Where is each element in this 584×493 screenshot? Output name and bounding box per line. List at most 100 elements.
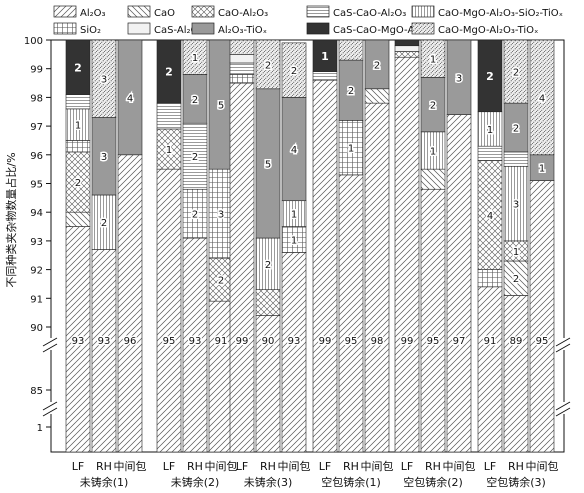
data-label: 1 — [513, 247, 519, 258]
axis-break — [42, 401, 58, 417]
data-label: 2 — [192, 152, 198, 163]
bar: 93 2 3 3 — [91, 39, 117, 453]
bar-segment — [182, 74, 208, 124]
legend-label: CaS-Al₂O₃ — [154, 25, 202, 36]
bars: 93 2 1 2 93 2 3 3 96 4 95 1 2 93 2 2 2 1 91 2 3 5 99 90 2 5 2 93 1 1 4… — [65, 39, 555, 453]
axis-break — [555, 401, 571, 417]
bar-segment — [446, 114, 472, 453]
axis-break-mask — [45, 338, 57, 350]
y-tick-label: 98 — [30, 93, 43, 104]
x-tick-label: 中间包 — [205, 460, 238, 473]
data-label: 93 — [72, 336, 85, 347]
bar-segment — [281, 200, 307, 227]
bar-segment — [156, 168, 182, 453]
legend-swatch — [191, 22, 215, 35]
bar-segment — [477, 269, 503, 288]
bar-segment — [312, 71, 338, 81]
legend-swatch — [411, 5, 435, 18]
group-label: 空包铸余(3) — [486, 475, 546, 489]
legend-swatch — [53, 5, 77, 18]
data-label: 2 — [192, 210, 198, 221]
bar-segment — [503, 39, 529, 104]
bar: 95 1 2 — [338, 39, 364, 453]
legend-item: CaS-CaO-MgO-Al₂O₃ — [306, 22, 433, 36]
y-tick-label: 100 — [24, 36, 43, 47]
x-tick-label: 中间包 — [526, 460, 559, 473]
bar-segment — [420, 131, 446, 170]
x-tick-label: LF — [401, 460, 413, 473]
legend-item: CaO-MgO-Al₂O₃-SiO₂-TiOₓ — [411, 5, 563, 19]
bar-segment — [255, 289, 281, 316]
legend-label: SiO₂ — [80, 25, 101, 36]
data-label: 99 — [401, 336, 414, 347]
bar-segment — [281, 97, 307, 202]
bar-segment — [91, 249, 117, 453]
x-tick-label: 中间包 — [278, 460, 311, 473]
y-axis-title: 不同种类夹杂物数量占比/% — [4, 152, 18, 287]
data-label: 93 — [288, 336, 301, 347]
bar: 96 4 — [117, 39, 143, 453]
data-label: 5 — [265, 159, 271, 170]
bar-segment — [446, 39, 472, 115]
bar-segment — [312, 79, 338, 453]
bar-segment — [503, 102, 529, 153]
legend-label: CaO-MgO-Al₂O₃-TiOₓ — [438, 25, 538, 36]
bar-segment — [229, 39, 255, 55]
legend-item: CaS-Al₂O₃ — [127, 22, 202, 36]
bar-segment — [182, 122, 208, 190]
legend-swatch — [411, 22, 435, 35]
data-label: 89 — [510, 336, 523, 347]
bar: 95 1 2 — [156, 39, 182, 453]
data-label: 5 — [218, 101, 224, 112]
bar: 95 1 4 — [529, 39, 555, 453]
legend-swatch — [306, 5, 330, 18]
data-label: 2 — [192, 95, 198, 106]
data-label: 2 — [374, 60, 380, 71]
bar-segment — [229, 74, 255, 84]
bar-segment — [364, 39, 390, 90]
data-label: 3 — [218, 210, 224, 221]
x-tick-label: LF — [484, 460, 496, 473]
bar: 95 1 2 1 — [420, 39, 446, 453]
bar-segment — [394, 51, 420, 58]
data-label: 1 — [166, 145, 172, 156]
data-label: 2 — [513, 124, 519, 135]
legend-item: CaO — [127, 5, 175, 19]
x-tick-label: LF — [236, 460, 248, 473]
bar-segment — [281, 252, 307, 453]
bar-segment — [394, 56, 420, 453]
group-label: 空包铸余(2) — [403, 475, 463, 489]
legend-item: Al₂O₃-TiOₓ — [191, 22, 267, 36]
bar-segment — [281, 42, 307, 98]
data-label: 1 — [321, 50, 329, 63]
y-axis: 1 85 90 91 92 93 94 95 96 97 98 99 100 — [24, 36, 571, 434]
bar-segment — [65, 226, 91, 453]
bar-segment — [529, 154, 555, 181]
data-label: 1 — [291, 235, 297, 246]
bar-segment — [208, 300, 234, 453]
bar-segment — [503, 151, 529, 167]
bar: 93 1 1 4 2 — [281, 42, 307, 453]
data-label: 1 — [430, 146, 436, 157]
data-label: 1 — [539, 164, 545, 175]
data-label: 98 — [371, 336, 384, 347]
x-tick-label: RH — [425, 460, 441, 473]
bar-segment — [156, 39, 182, 104]
legend-item: CaO-MgO-Al₂O₃-TiOₓ — [411, 22, 538, 36]
bar-segment — [420, 39, 446, 78]
data-label: 2 — [348, 86, 354, 97]
y-tick-label: 96 — [30, 151, 43, 162]
legend-swatch — [191, 5, 215, 18]
legend-label: Al₂O₃ — [80, 8, 106, 19]
data-label: 4 — [487, 211, 493, 222]
y-tick-label: 92 — [30, 266, 43, 277]
data-label: 93 — [98, 336, 111, 347]
bar: 99 — [394, 39, 420, 453]
y-tick-label: 99 — [30, 65, 43, 76]
bar-segment — [255, 315, 281, 453]
legend-item: CaS-CaO-Al₂O₃ — [306, 5, 406, 19]
bar-segment — [503, 165, 529, 242]
x-tick-label: LF — [319, 460, 331, 473]
